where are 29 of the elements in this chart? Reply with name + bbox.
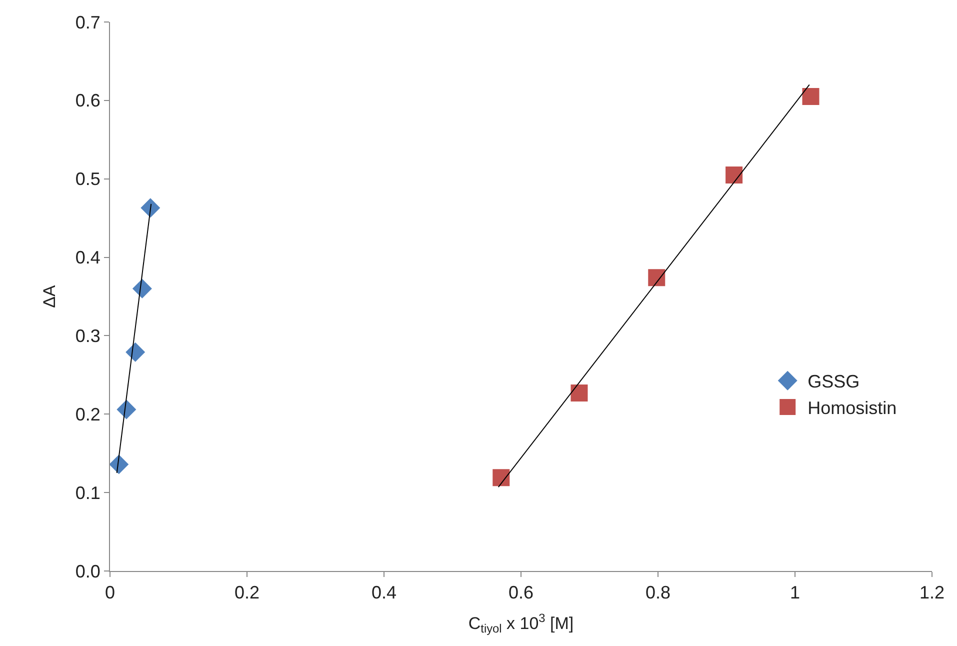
- y-tick-label: 0.1: [75, 482, 100, 503]
- point: [132, 278, 152, 298]
- y-tick-label: 0.4: [75, 248, 100, 268]
- legend-label: Homosistin: [808, 398, 897, 418]
- x-tick-label: 0: [104, 582, 116, 603]
- x-tick-label: 0.6: [508, 582, 534, 603]
- y-axis-title: ΔA: [40, 284, 59, 308]
- legend-label: GSSG: [808, 372, 860, 392]
- y-tick-label: 0.0: [75, 561, 100, 582]
- x-tick-label: 0.2: [234, 582, 260, 603]
- point: [116, 400, 136, 420]
- point: [802, 88, 820, 106]
- point: [126, 342, 146, 362]
- y-tick-label: 0.5: [75, 169, 100, 190]
- point: [110, 454, 129, 474]
- y-tick-label: 0.7: [75, 12, 100, 32]
- point: [648, 269, 666, 286]
- x-axis-title: C$_{tiyol}$ x 10$^{3}$ [M]: [468, 610, 574, 636]
- point: [140, 198, 160, 218]
- point: [492, 469, 510, 486]
- x-tick-label: 0.8: [645, 582, 671, 603]
- x-tick-label: 1.2: [919, 582, 945, 603]
- point: [726, 166, 743, 184]
- y-tick-label: 0.3: [75, 326, 100, 346]
- x-tick-label: 0.4: [371, 582, 397, 603]
- point: [570, 384, 588, 402]
- x-tick-label: 1: [790, 582, 800, 603]
- y-tick-label: 0.2: [75, 404, 100, 424]
- y-tick-label: 0.6: [75, 90, 100, 111]
